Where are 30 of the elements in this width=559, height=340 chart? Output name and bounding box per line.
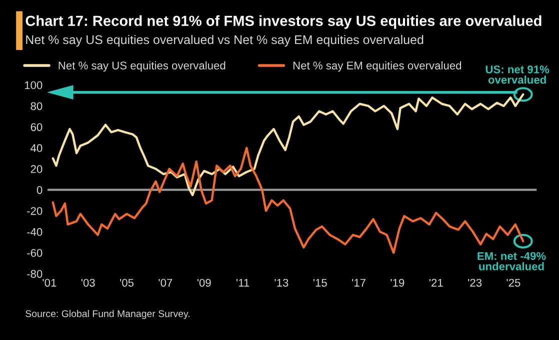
x-tick-label: '09 [197,278,211,287]
annotation: EM: net -49% undervalued [478,252,546,270]
x-tick-label: '05 [120,278,134,287]
x-tick-label: '11 [236,278,250,287]
legend-label: Net % say US equities overvalued [58,61,226,72]
x-tick-label: '25 [506,278,520,287]
x-tick-label: '17 [352,278,366,287]
y-tick-label: -20 [27,207,42,215]
x-tick-label: '23 [468,278,482,287]
x-tick-label: '01 [42,278,56,287]
source-note: Source: Global Fund Manager Survey. [26,310,190,320]
y-tick-label: 20 [30,165,42,173]
y-tick-label: -80 [27,270,42,278]
chart-title: Chart 17: Record net 91% of FMS investors say US equities are overvalued [26,15,542,29]
y-tick-label: 0 [36,186,42,194]
x-tick-label: '07 [158,278,172,287]
legend-label: Net % say EM equities overvalued [293,61,462,72]
x-tick-label: '19 [390,278,404,287]
annotation: US: net 91% overvalued [486,66,550,84]
y-tick-label: 80 [30,102,42,110]
y-tick-label: -40 [27,228,42,236]
x-tick-label: '03 [81,278,95,287]
x-tick-label: '13 [274,278,288,287]
chart-subtitle: Net % say US equities overvalued vs Net % say EM equities overvalued [26,34,424,47]
x-tick-label: '15 [313,278,327,287]
y-tick-label: 60 [30,123,42,132]
x-tick-label: '21 [429,278,443,287]
y-tick-label: 40 [30,144,42,152]
y-tick-label: -60 [27,249,42,257]
y-tick-label: 100 [24,81,42,90]
